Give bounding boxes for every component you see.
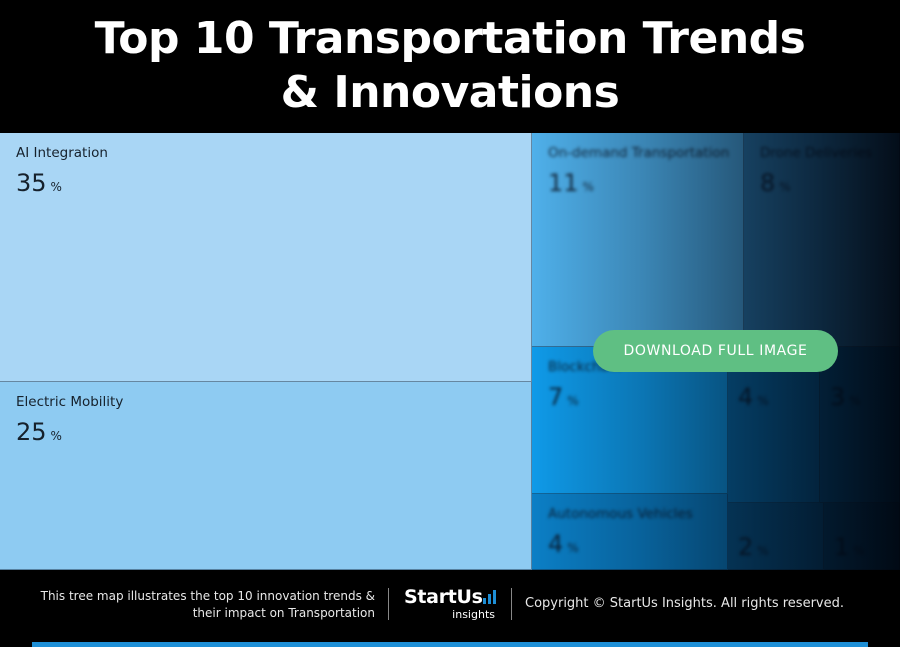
treemap-cell-unit: % xyxy=(757,544,769,558)
copyright-text: Copyright © StartUs Insights. All rights… xyxy=(525,596,844,611)
treemap-cell: Autonomous Vehicles 4% xyxy=(532,494,728,570)
footer-separator xyxy=(388,588,389,620)
treemap-cell-value: 7% xyxy=(548,383,579,411)
footer-description-line-1: This tree map illustrates the top 10 inn… xyxy=(40,589,375,603)
treemap-cell: Drone Deliveries 8% xyxy=(744,133,900,347)
treemap-cell-value: 2% xyxy=(738,533,769,561)
treemap-cell-unit: % xyxy=(757,394,769,408)
title-line-2: & Innovations xyxy=(280,67,620,118)
treemap-cell: 2% xyxy=(728,503,824,570)
treemap-cell-value: 4% xyxy=(548,530,579,558)
treemap-cell-unit: % xyxy=(567,541,579,555)
footer-separator xyxy=(511,588,512,620)
footer-description-line-2: their impact on Transportation xyxy=(192,606,375,620)
footer: This tree map illustrates the top 10 inn… xyxy=(0,570,900,647)
logo-brand: StartUs xyxy=(404,586,483,608)
treemap-cell-unit: % xyxy=(50,180,62,194)
treemap-cell-label: Drone Deliveries xyxy=(760,145,873,161)
treemap-cell-unit: % xyxy=(849,394,861,408)
treemap-cell-unit: % xyxy=(853,544,865,558)
accent-bar xyxy=(32,642,868,647)
treemap-cell-unit: % xyxy=(567,394,579,408)
treemap-cell-label: Electric Mobility xyxy=(16,394,124,410)
treemap-cell-unit: % xyxy=(50,429,62,443)
treemap-cell-value: 11% xyxy=(548,169,594,197)
chart-title: Top 10 Transportation Trends & Innovatio… xyxy=(0,0,900,133)
treemap-cell-value: 4% xyxy=(738,383,769,411)
download-full-image-button[interactable]: DOWNLOAD FULL IMAGE xyxy=(593,330,838,372)
logo-sub: insights xyxy=(452,608,495,621)
title-line-1: Top 10 Transportation Trends xyxy=(94,13,806,64)
treemap-cell-value: 8% xyxy=(760,169,791,197)
treemap-cell-value: 35% xyxy=(16,169,62,197)
treemap-cell: AI Integration 35% xyxy=(0,133,532,382)
treemap-cell: 1% xyxy=(824,503,900,570)
treemap-cell: Electric Mobility 25% xyxy=(0,382,532,570)
treemap-cell-label: Autonomous Vehicles xyxy=(548,506,693,522)
treemap-cell-unit: % xyxy=(582,180,594,194)
bar-chart-icon xyxy=(483,590,496,604)
treemap-cell: 3% xyxy=(820,347,900,503)
footer-description: This tree map illustrates the top 10 inn… xyxy=(20,588,375,622)
treemap-cell-unit: % xyxy=(779,180,791,194)
treemap-cell-label: AI Integration xyxy=(16,145,108,161)
treemap-cell-value: 3% xyxy=(830,383,861,411)
startus-insights-logo[interactable]: StartUs insights xyxy=(404,586,499,624)
treemap-cell-value: 1% xyxy=(834,533,865,561)
treemap-cell-label: On-demand Transportation xyxy=(548,145,730,161)
treemap-cell: On-demand Transportation 11% xyxy=(532,133,744,347)
treemap-cell-value: 25% xyxy=(16,418,62,446)
